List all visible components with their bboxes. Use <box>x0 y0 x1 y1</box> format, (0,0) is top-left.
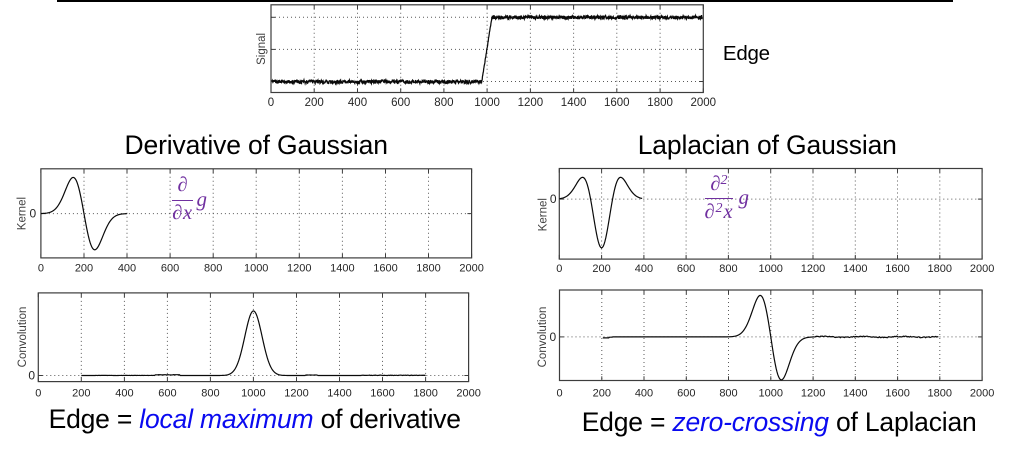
svg-text:0: 0 <box>550 330 557 344</box>
svg-text:2000: 2000 <box>459 263 483 275</box>
svg-text:1400: 1400 <box>330 263 354 275</box>
svg-text:1800: 1800 <box>928 263 952 275</box>
svg-text:600: 600 <box>161 263 179 275</box>
svg-text:2000: 2000 <box>970 263 994 275</box>
svg-text:600: 600 <box>158 388 176 400</box>
svg-text:200: 200 <box>592 263 610 275</box>
svg-text:0: 0 <box>35 388 41 400</box>
svg-text:0: 0 <box>38 263 44 275</box>
svg-text:400: 400 <box>635 388 653 400</box>
svg-text:Convolution: Convolution <box>17 307 29 368</box>
svg-text:1800: 1800 <box>928 388 952 400</box>
svg-text:1200: 1200 <box>284 388 308 400</box>
svg-text:600: 600 <box>677 388 695 400</box>
svg-text:1800: 1800 <box>647 97 673 109</box>
svg-text:1600: 1600 <box>373 263 397 275</box>
svg-text:800: 800 <box>204 263 222 275</box>
svg-text:1600: 1600 <box>604 97 630 109</box>
svg-text:0: 0 <box>28 368 35 382</box>
svg-text:Convolution: Convolution <box>537 307 549 368</box>
svg-text:1200: 1200 <box>801 263 825 275</box>
svg-text:0: 0 <box>268 97 274 109</box>
svg-text:1600: 1600 <box>370 388 394 400</box>
svg-text:1400: 1400 <box>843 388 867 400</box>
svg-text:800: 800 <box>434 97 453 109</box>
svg-text:2000: 2000 <box>970 388 994 400</box>
svg-text:Signal: Signal <box>256 33 268 65</box>
svg-text:0: 0 <box>556 263 562 275</box>
svg-text:2000: 2000 <box>456 388 480 400</box>
svg-text:Kernel: Kernel <box>537 198 549 231</box>
svg-text:200: 200 <box>72 388 90 400</box>
svg-text:2000: 2000 <box>691 97 717 109</box>
svg-text:0: 0 <box>550 192 557 206</box>
svg-text:1800: 1800 <box>416 263 440 275</box>
svg-text:600: 600 <box>677 263 695 275</box>
svg-text:1400: 1400 <box>327 388 351 400</box>
svg-text:1200: 1200 <box>287 263 311 275</box>
svg-text:200: 200 <box>305 97 324 109</box>
svg-text:1400: 1400 <box>843 263 867 275</box>
svg-text:800: 800 <box>719 388 737 400</box>
svg-text:200: 200 <box>75 263 93 275</box>
svg-text:800: 800 <box>201 388 219 400</box>
svg-text:0: 0 <box>30 207 37 221</box>
svg-text:800: 800 <box>719 263 737 275</box>
svg-text:600: 600 <box>391 97 410 109</box>
svg-text:1200: 1200 <box>801 388 825 400</box>
svg-text:1800: 1800 <box>413 388 437 400</box>
svg-text:1200: 1200 <box>518 97 544 109</box>
svg-text:1400: 1400 <box>561 97 587 109</box>
svg-text:1000: 1000 <box>241 388 265 400</box>
svg-text:0: 0 <box>556 388 562 400</box>
svg-text:400: 400 <box>348 97 367 109</box>
svg-text:400: 400 <box>635 263 653 275</box>
svg-text:400: 400 <box>115 388 133 400</box>
svg-text:1600: 1600 <box>885 263 909 275</box>
svg-text:1600: 1600 <box>885 388 909 400</box>
svg-text:1000: 1000 <box>758 263 782 275</box>
svg-text:Kernel: Kernel <box>17 197 29 230</box>
svg-text:1000: 1000 <box>244 263 268 275</box>
svg-text:200: 200 <box>593 388 611 400</box>
svg-text:400: 400 <box>118 263 136 275</box>
svg-text:1000: 1000 <box>759 388 783 400</box>
svg-text:1000: 1000 <box>474 97 500 109</box>
